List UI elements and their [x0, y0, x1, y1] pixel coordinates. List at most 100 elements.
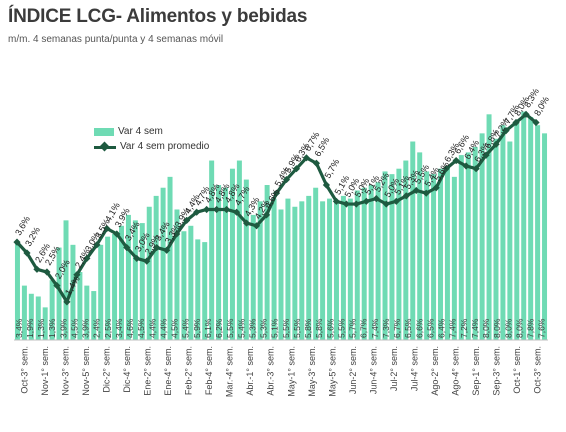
- line-marker-44: [452, 156, 460, 165]
- bar-15: [119, 225, 124, 340]
- x-tick-label-2: Nov-3° sem.: [60, 346, 70, 396]
- bar-59: [424, 171, 430, 340]
- line-data-label-31: 5,7%: [322, 157, 341, 180]
- line-marker-37: [382, 200, 390, 208]
- bar-bottom-label-18: 6,2%: [214, 318, 224, 338]
- x-tick-label-15: May-5° sem.: [327, 346, 337, 397]
- bar-bottom-label-11: 4,5%: [136, 318, 146, 338]
- bar-7: [63, 220, 69, 340]
- x-tick-label-6: Ene-2° sem.: [143, 346, 153, 396]
- line-marker-30: [312, 159, 321, 167]
- x-tick-label-5: Dic-4° sem.: [122, 346, 132, 393]
- bar-32: [236, 160, 242, 340]
- bar-67: [479, 133, 485, 340]
- bar-1: [21, 285, 27, 340]
- line-marker-42: [432, 184, 440, 192]
- bar-34: [250, 214, 256, 340]
- bar-bottom-label-16: 5,9%: [192, 318, 202, 338]
- x-tick-label-11: Abr.-1° sem.: [245, 346, 255, 396]
- bar-56: [403, 160, 409, 340]
- line-marker-32: [332, 197, 340, 205]
- bar-50: [361, 187, 367, 340]
- bar-44: [320, 201, 326, 340]
- bar-bottom-label-23: 5,1%: [270, 318, 280, 338]
- x-tick-label-23: Sep-3° sem.: [492, 346, 502, 396]
- bar-5: [49, 280, 55, 340]
- bar-39: [285, 198, 291, 340]
- bar-24: [181, 231, 187, 340]
- chart-title: ÍNDICE LCG- Alimentos y bebidas: [8, 6, 308, 27]
- x-tick-label-17: Jun-4° sem.: [368, 346, 378, 394]
- bar-bottom-label-12: 4,4%: [147, 318, 157, 338]
- bar-bottom-label-0: 3,4%: [14, 318, 24, 338]
- bar-6: [56, 247, 62, 340]
- bar-bottom-label-2: 1,3%: [36, 318, 46, 338]
- x-tick-label-19: Jul-4° sem.: [410, 346, 420, 391]
- bar-37: [271, 198, 277, 340]
- line-marker-28: [292, 165, 301, 173]
- bar-4: [42, 307, 48, 340]
- x-tick-label-24: Oct-1° sem.: [512, 346, 522, 394]
- line-marker-50: [512, 118, 520, 127]
- bar-19: [146, 206, 152, 340]
- bar-52: [375, 182, 381, 340]
- x-tick-label-12: Abr.-3° sem.: [266, 346, 276, 396]
- bar-61: [438, 168, 443, 340]
- bar-10: [84, 285, 90, 340]
- line-marker-7: [83, 254, 91, 263]
- bar-bottom-label-47: 7,6%: [537, 318, 547, 338]
- line-marker-39: [402, 192, 410, 200]
- bar-25: [188, 225, 194, 340]
- line-marker-41: [422, 189, 430, 197]
- line-marker-31: [322, 181, 331, 189]
- bar-74: [528, 117, 534, 340]
- bar-bottom-label-26: 5,8%: [303, 318, 313, 338]
- bar-bottom-label-15: 5,4%: [181, 318, 191, 338]
- line-marker-46: [472, 165, 480, 173]
- line-marker-13: [143, 257, 151, 265]
- bar-71: [507, 141, 513, 340]
- bar-0: [14, 242, 20, 340]
- bar-bottom-label-36: 6,6%: [414, 318, 424, 338]
- bar-bottom-label-4: 3,9%: [58, 318, 68, 338]
- line-marker-21: [222, 205, 231, 214]
- bar-26: [195, 239, 201, 340]
- bar-42: [306, 195, 312, 340]
- bar-11: [91, 291, 97, 340]
- x-tick-label-8: Feb-2° sem.: [184, 346, 194, 395]
- line-marker-1: [23, 249, 31, 257]
- bar-bottom-label-32: 7,4%: [370, 318, 380, 338]
- bar-57: [410, 141, 416, 340]
- chart-legend: Var 4 sem Var 4 sem promedio: [94, 124, 209, 154]
- bar-58: [417, 152, 423, 340]
- line-marker-6: [73, 271, 81, 279]
- bar-55: [396, 168, 402, 340]
- line-marker-34: [352, 200, 360, 208]
- line-marker-15: [163, 246, 171, 254]
- x-tick-label-1: Nov-1° sem.: [40, 346, 50, 396]
- line-marker-52: [532, 118, 540, 127]
- bar-bottom-label-8: 2,5%: [103, 318, 113, 338]
- legend-label-bar: Var 4 sem: [118, 126, 163, 137]
- line-marker-19: [203, 205, 211, 214]
- legend-label-line: Var 4 sem promedio: [120, 141, 210, 152]
- bar-bottom-label-29: 5,5%: [336, 318, 346, 338]
- line-marker-12: [133, 254, 141, 263]
- bar-9: [77, 272, 83, 340]
- bar-bottom-label-44: 8,0%: [503, 318, 513, 338]
- line-marker-35: [362, 197, 370, 205]
- bar-bottom-label-43: 8,0%: [492, 318, 502, 338]
- x-tick-label-10: Mar.-4° sem.: [225, 346, 235, 397]
- x-tick-label-4: Dic-2° sem.: [101, 346, 111, 393]
- bar-bottom-label-41: 7,4%: [470, 318, 480, 338]
- bar-48: [347, 198, 353, 340]
- line-marker-22: [232, 208, 241, 216]
- x-tick-label-7: Ene-4° sem.: [163, 346, 173, 396]
- x-tick-label-21: Ago-4° sem.: [451, 346, 461, 396]
- bar-bottom-label-45: 8,0%: [514, 318, 524, 338]
- line-marker-18: [193, 208, 201, 216]
- x-tick-label-18: Jul-2° sem.: [389, 346, 399, 391]
- bar-bottom-label-27: 5,8%: [314, 318, 324, 338]
- bar-bottom-label-1: 1,9%: [25, 318, 35, 338]
- line-marker-20: [213, 205, 221, 214]
